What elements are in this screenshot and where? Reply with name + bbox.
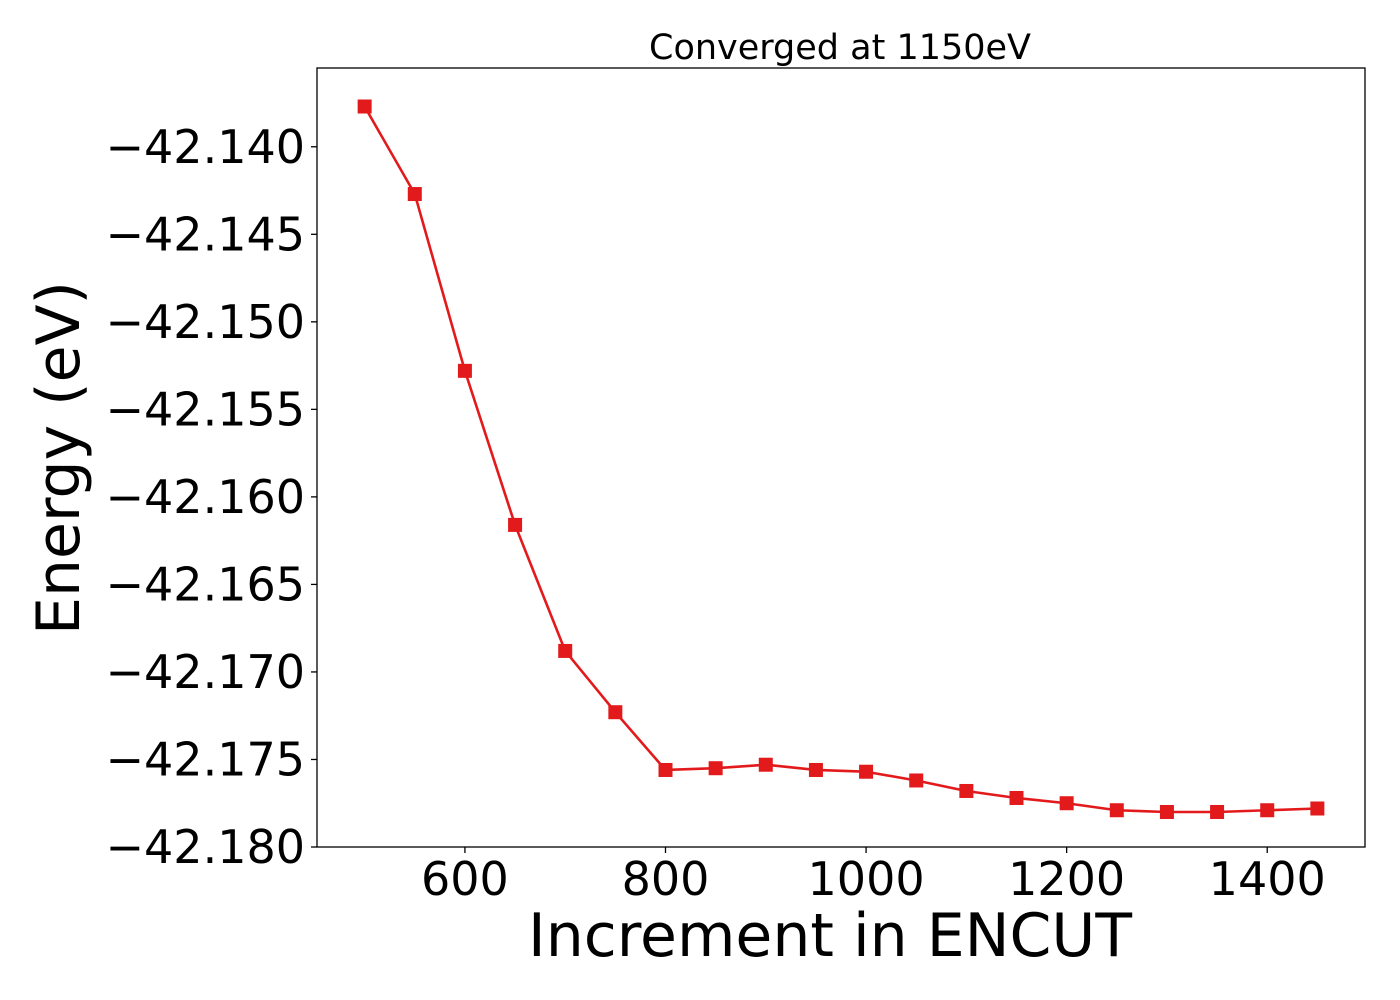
data-point — [1260, 803, 1275, 818]
y-tick-label: −42.150 — [106, 295, 306, 349]
x-axis: 600 800 1000 1200 1400 — [421, 847, 1326, 906]
y-tick-label: −42.140 — [106, 120, 306, 174]
y-tick-label: −42.165 — [106, 557, 306, 611]
data-point — [357, 99, 372, 114]
x-tick-label: 600 — [421, 852, 509, 906]
data-point — [558, 643, 573, 658]
x-tick-label: 1200 — [1008, 852, 1125, 906]
y-axis-label: Energy (eV) — [24, 281, 94, 635]
y-tick-label: −42.145 — [106, 207, 306, 261]
data-point — [1059, 796, 1074, 811]
data-point — [608, 705, 623, 720]
data-point — [1210, 804, 1225, 819]
data-point — [407, 187, 422, 202]
data-point — [859, 764, 874, 779]
y-tick-label: −42.180 — [106, 820, 306, 874]
data-point — [758, 757, 773, 772]
y-axis: −42.140 −42.145 −42.150 −42.155 −42.160 −42.1… — [106, 120, 317, 874]
data-point — [909, 773, 924, 788]
series-layer — [357, 99, 1325, 819]
y-tick-label: −42.155 — [106, 382, 306, 436]
y-tick-label: −42.160 — [106, 470, 306, 524]
data-point — [457, 363, 472, 378]
data-point — [1009, 790, 1024, 805]
data-point — [808, 762, 823, 777]
data-point — [1310, 801, 1325, 816]
data-point — [1159, 804, 1174, 819]
data-point — [508, 517, 523, 532]
data-point — [708, 761, 723, 776]
x-axis-label: Increment in ENCUT — [528, 901, 1132, 971]
data-point — [658, 762, 673, 777]
chart-title: Converged at 1150eV — [649, 28, 1031, 68]
data-point — [959, 783, 974, 798]
x-tick-label: 800 — [622, 852, 710, 906]
series-line — [363, 105, 1318, 814]
data-point — [1109, 803, 1124, 818]
y-tick-label: −42.175 — [106, 732, 306, 786]
plot-frame — [316, 67, 1366, 848]
y-tick-label: −42.170 — [106, 645, 306, 699]
x-tick-label: 1400 — [1209, 852, 1326, 906]
x-tick-label: 1000 — [808, 852, 925, 906]
